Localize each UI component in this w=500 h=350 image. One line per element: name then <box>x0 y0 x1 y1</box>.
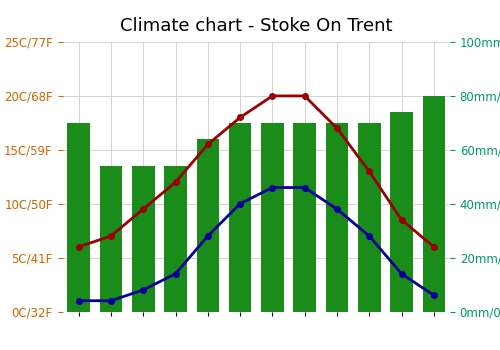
Bar <box>229 123 252 312</box>
Bar <box>358 123 380 312</box>
Bar <box>390 112 413 312</box>
Bar <box>326 123 348 312</box>
Bar <box>100 166 122 312</box>
Bar <box>68 123 90 312</box>
Bar <box>164 166 187 312</box>
Bar <box>261 123 283 312</box>
Bar <box>294 123 316 312</box>
Bar <box>196 139 219 312</box>
Bar <box>132 166 154 312</box>
Title: Climate chart - Stoke On Trent: Climate chart - Stoke On Trent <box>120 17 392 35</box>
Bar <box>422 96 445 312</box>
